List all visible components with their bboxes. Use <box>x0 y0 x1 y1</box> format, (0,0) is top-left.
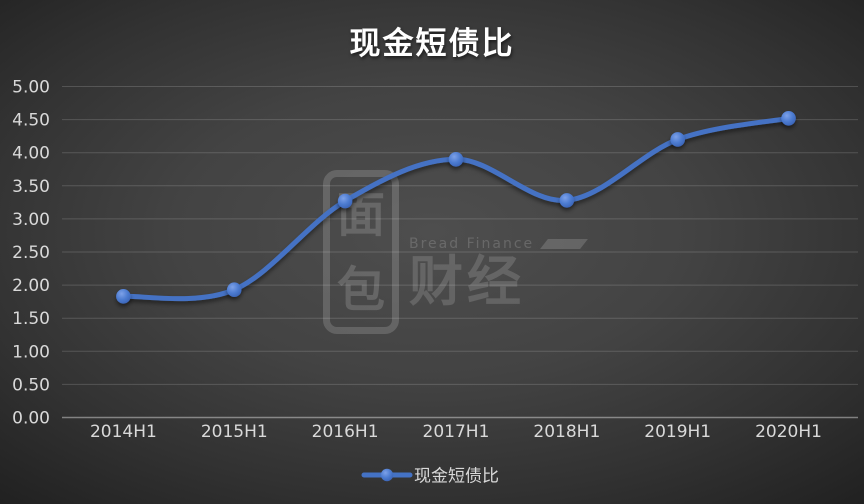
legend-label: 现金短债比 <box>414 467 499 487</box>
data-point-marker <box>116 289 131 304</box>
y-tick-label: 0.00 <box>12 409 50 429</box>
y-tick-label: 4.50 <box>12 111 50 131</box>
series-markers-group <box>116 110 796 304</box>
data-point-marker <box>559 193 575 208</box>
legend: 现金短债比 <box>361 467 499 487</box>
data-point-marker <box>781 110 796 126</box>
x-tick-label: 2018H1 <box>533 422 600 442</box>
y-tick-label: 4.00 <box>12 144 50 164</box>
y-tick-label: 5.00 <box>12 78 50 98</box>
watermark-brand-text: Bread Finance <box>409 236 535 252</box>
chart-title: 现金短债比 <box>349 26 515 62</box>
series-line <box>120 115 792 302</box>
data-point-marker <box>226 282 242 298</box>
watermark-logo-char-bottom: 包 <box>336 261 385 318</box>
x-tick-label: 2016H1 <box>312 422 379 442</box>
y-tick-label: 1.00 <box>12 342 50 362</box>
watermark-cn-chars: 财经 <box>409 250 525 313</box>
x-tick-label: 2020H1 <box>755 422 822 442</box>
x-tick-label: 2015H1 <box>201 422 268 442</box>
data-point-marker <box>448 152 464 167</box>
x-tick-label: 2014H1 <box>90 422 157 442</box>
y-tick-label: 2.00 <box>12 276 50 296</box>
legend-marker <box>380 468 394 482</box>
y-tick-label: 0.50 <box>12 375 50 395</box>
x-axis-tick-labels: 2014H1 2015H1 2016H1 2017H1 2018H1 2019H1 2020… <box>90 422 822 442</box>
y-tick-label: 2.50 <box>12 243 50 263</box>
watermark: 面 包 Bread Finance 财经 <box>323 170 589 334</box>
y-tick-label: 3.00 <box>12 210 50 230</box>
y-axis-tick-labels: 0.00 0.50 1.00 1.50 2.00 2.50 3.00 3.50 4.00 4.50… <box>12 78 50 429</box>
gridlines-group <box>62 86 858 419</box>
watermark-right: Bread Finance 财经 <box>409 170 589 334</box>
y-tick-label: 1.50 <box>12 309 50 329</box>
x-tick-label: 2019H1 <box>644 422 711 442</box>
data-point-marker <box>670 132 685 147</box>
watermark-logo-box: 面 包 <box>323 170 399 334</box>
x-tick-label: 2017H1 <box>423 422 490 442</box>
y-tick-label: 3.50 <box>12 177 50 197</box>
data-point-marker <box>337 193 353 209</box>
